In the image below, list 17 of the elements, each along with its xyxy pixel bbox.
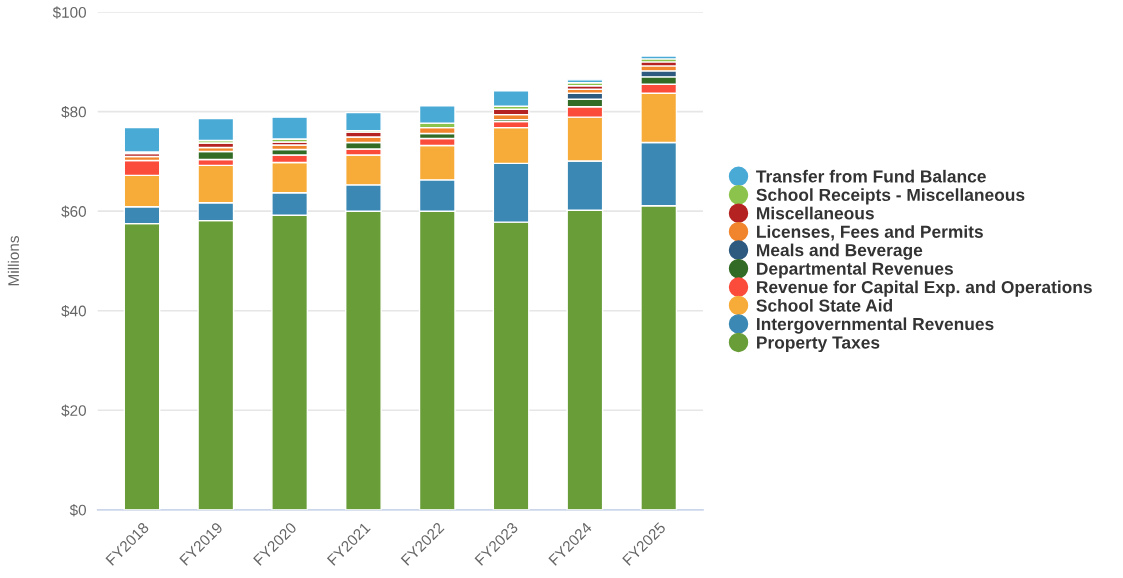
legend-label: Meals and Beverage (757, 243, 923, 260)
legend-label: Property Taxes (757, 336, 880, 353)
legend-label: Intergovernmental Revenues (757, 317, 994, 334)
y-tick-label: $60 (61, 205, 86, 218)
legend-label: Revenue for Capital Exp. and Operations (757, 280, 1092, 297)
legend-label: Miscellaneous (757, 206, 874, 220)
legend-label: Departmental Revenues (757, 262, 953, 279)
y-axis-title: Millions (7, 236, 20, 286)
y-tick-label: $0 (69, 504, 86, 517)
y-tick-label: $20 (61, 404, 86, 417)
legend-label: School State Aid (756, 298, 893, 312)
legend-label: School Receipts - Miscellaneous (756, 188, 1025, 205)
y-tick-label: $40 (61, 304, 86, 318)
legend-label: Licenses, Fees and Permits (757, 225, 983, 241)
legend-label: Transfer from Fund Balance (756, 169, 986, 183)
y-tick-label: $80 (61, 105, 86, 119)
y-tick-label: $100 (52, 6, 86, 19)
